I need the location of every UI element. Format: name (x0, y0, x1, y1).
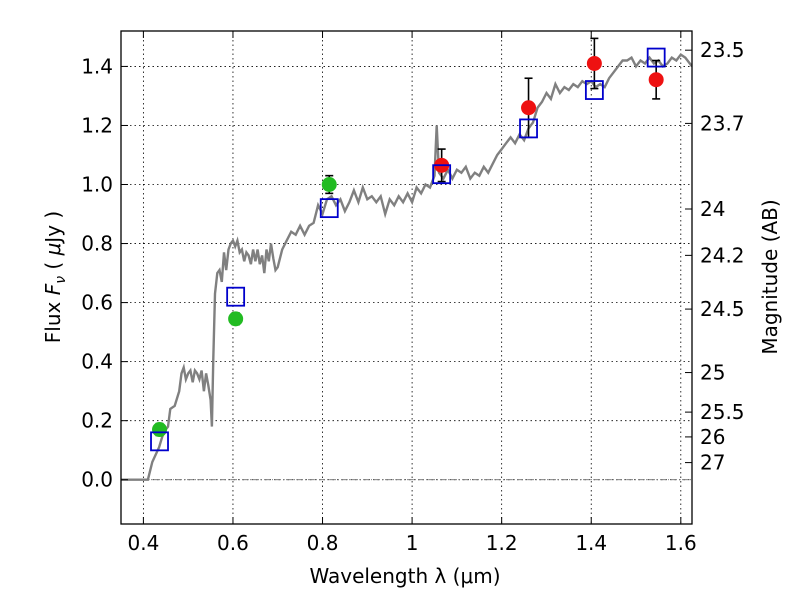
plot-frame (120, 30, 693, 525)
model-point (226, 286, 246, 307)
right-tick-label: 27 (700, 451, 725, 475)
right-axis-label: Magnitude (AB) (758, 199, 782, 354)
data-point (521, 100, 537, 116)
model-point (519, 118, 538, 139)
y-tick-label: 0.4 (81, 350, 113, 374)
model-point (150, 431, 169, 452)
y-tick-label: 0.0 (81, 468, 113, 492)
right-tick-label: 23.7 (700, 111, 745, 135)
model-point (319, 198, 339, 219)
right-tick-label: 25 (700, 361, 725, 385)
right-tick-label: 24 (700, 197, 725, 221)
right-tick-label: 26 (700, 425, 725, 449)
right-tick-label: 25.5 (700, 400, 745, 424)
x-axis-ticks: 0.4 0.6 0.8 1 1.2 1.4 1.6 (127, 31, 697, 555)
grid (121, 31, 692, 524)
y-tick-label: 0.8 (81, 232, 113, 256)
model-point (584, 80, 604, 100)
y-tick-label: 1.2 (81, 113, 113, 137)
y-axis-label: Flux Fν ( μJy ) (41, 211, 69, 343)
series-layer (121, 37, 692, 481)
y-axis-ticks: 0.0 0.2 0.4 0.6 0.8 1.0 1.2 1.4 (81, 54, 128, 492)
y-tick-label: 1.0 (81, 173, 113, 197)
x-tick-label: 1.2 (486, 531, 518, 555)
y-tick-label: 1.4 (81, 54, 113, 78)
right-tick-label: 24.2 (700, 243, 745, 267)
y-tick-label: 0.6 (81, 291, 113, 315)
data-point (586, 55, 602, 71)
x-tick-label: 0.8 (307, 531, 339, 555)
x-axis-label: Wavelength λ (μm) (309, 564, 500, 588)
x-tick-label: 1.6 (665, 531, 697, 555)
right-tick-label: 24.5 (700, 297, 745, 321)
right-tick-label: 23.5 (700, 38, 745, 62)
y-tick-label: 0.2 (81, 409, 113, 433)
x-tick-label: 0.6 (217, 531, 249, 555)
data-point (228, 311, 244, 327)
x-tick-label: 0.4 (127, 531, 159, 555)
x-tick-label: 1 (406, 531, 419, 555)
data-point (321, 177, 337, 193)
data-point (648, 72, 664, 88)
spectrum-line (121, 52, 692, 481)
model-point (432, 164, 452, 185)
x-tick-label: 1.4 (575, 531, 607, 555)
model-point (646, 47, 666, 68)
data-point (152, 422, 168, 438)
